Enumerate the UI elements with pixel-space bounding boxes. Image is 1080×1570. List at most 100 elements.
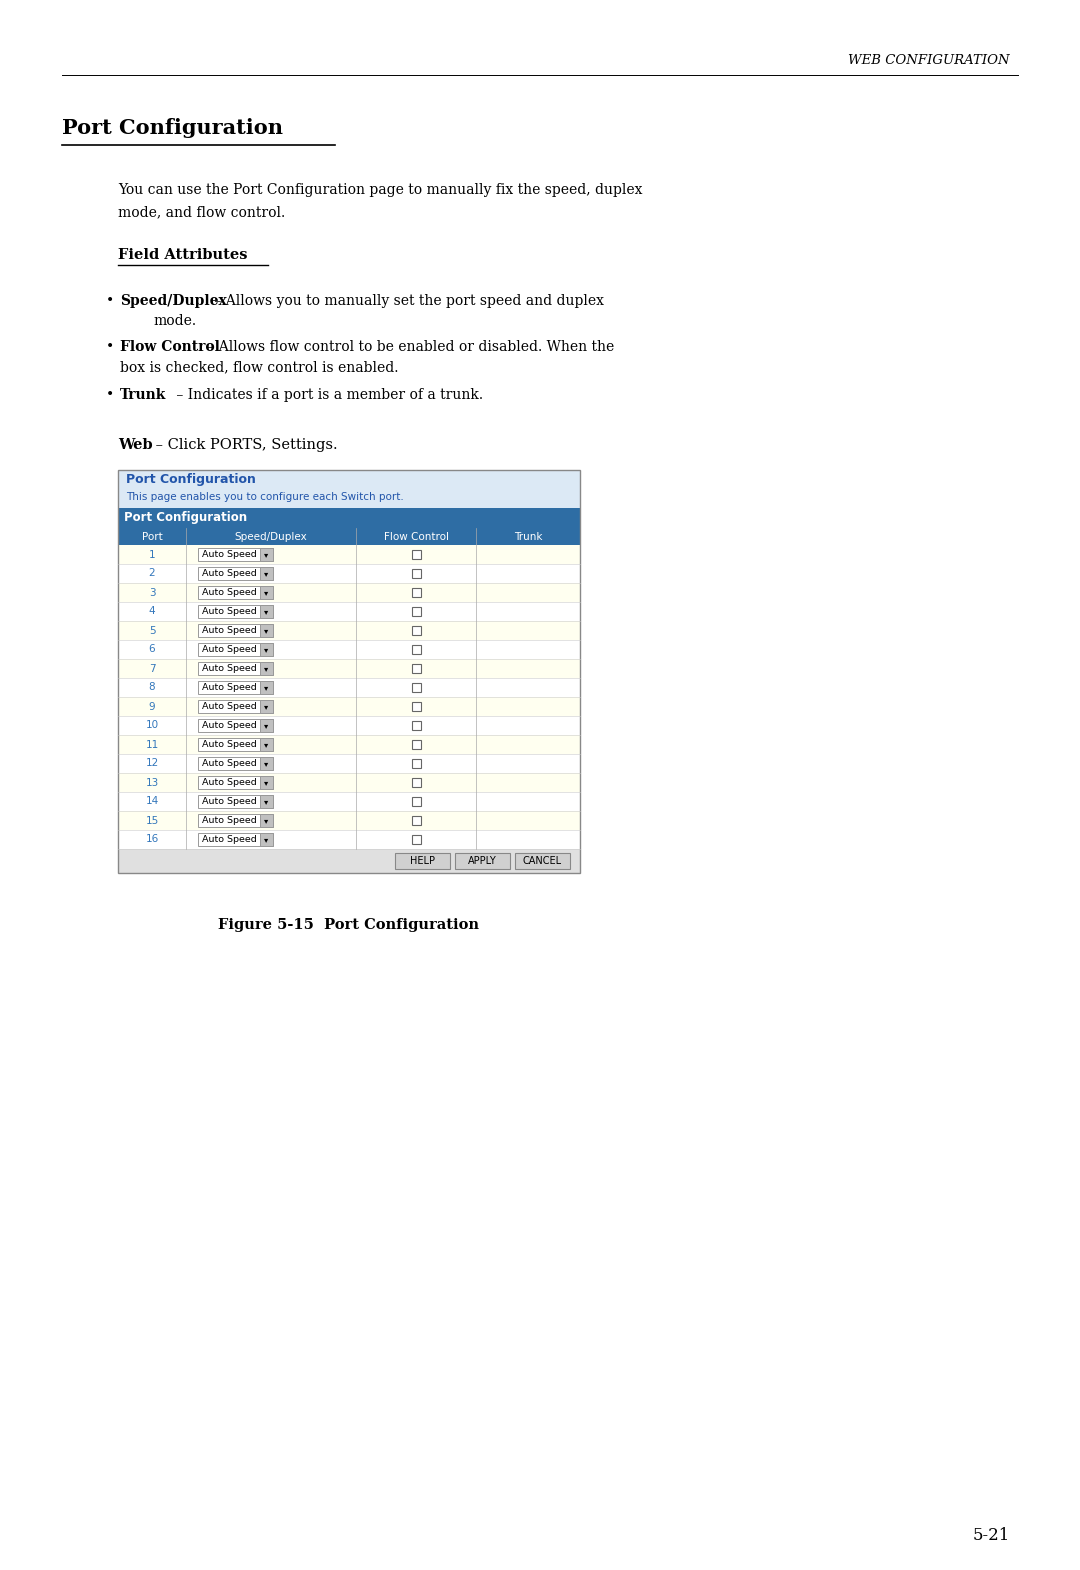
Bar	[118, 678, 580, 697]
Bar	[198, 604, 273, 619]
Text: Field Attributes: Field Attributes	[118, 248, 247, 262]
Text: Auto Speed: Auto Speed	[202, 721, 257, 730]
Text: – Allows flow control to be enabled or disabled. When the: – Allows flow control to be enabled or d…	[203, 341, 615, 353]
Text: Auto Speed: Auto Speed	[202, 816, 257, 824]
Text: mode.: mode.	[153, 314, 197, 328]
Text: ▾: ▾	[265, 608, 269, 615]
Text: Flow Control: Flow Control	[120, 341, 220, 353]
Bar	[198, 586, 273, 600]
Text: Web: Web	[118, 438, 152, 452]
Bar	[411, 626, 420, 634]
Text: 14: 14	[146, 796, 159, 807]
Text: CANCEL: CANCEL	[523, 856, 562, 867]
Text: 11: 11	[146, 739, 159, 749]
Bar	[198, 776, 273, 790]
Text: ▾: ▾	[265, 798, 269, 805]
Bar	[198, 834, 273, 846]
Text: HELP: HELP	[410, 856, 435, 867]
Bar	[411, 798, 420, 805]
Text: Speed/Duplex: Speed/Duplex	[234, 532, 308, 542]
Bar	[515, 853, 570, 870]
Bar	[411, 779, 420, 787]
Bar	[260, 719, 273, 732]
Text: 12: 12	[146, 758, 159, 768]
Bar	[411, 721, 420, 730]
Bar	[118, 754, 580, 772]
Bar	[260, 623, 273, 637]
Bar	[118, 849, 580, 873]
Bar	[260, 548, 273, 560]
Text: Port Configuration: Port Configuration	[62, 118, 283, 138]
Text: 16: 16	[146, 835, 159, 845]
Text: Flow Control: Flow Control	[383, 532, 448, 542]
Bar	[260, 604, 273, 619]
Text: ▾: ▾	[265, 683, 269, 692]
Text: 6: 6	[149, 645, 156, 655]
Text: Auto Speed: Auto Speed	[202, 608, 257, 615]
Text: ▾: ▾	[265, 645, 269, 655]
Bar	[118, 469, 580, 873]
Bar	[260, 586, 273, 600]
Bar	[198, 700, 273, 713]
Text: Auto Speed: Auto Speed	[202, 645, 257, 655]
Bar	[118, 509, 580, 528]
Text: 3: 3	[149, 587, 156, 598]
Text: Auto Speed: Auto Speed	[202, 626, 257, 634]
Bar	[411, 816, 420, 824]
Text: ▾: ▾	[265, 721, 269, 730]
Text: ▾: ▾	[265, 664, 269, 674]
Text: This page enables you to configure each Switch port.: This page enables you to configure each …	[126, 491, 404, 502]
Bar	[260, 776, 273, 790]
Text: 2: 2	[149, 568, 156, 578]
Text: Port Configuration: Port Configuration	[124, 512, 247, 524]
Bar	[118, 545, 580, 564]
Text: Auto Speed: Auto Speed	[202, 568, 257, 578]
Bar	[198, 794, 273, 809]
Bar	[411, 835, 420, 845]
Text: ▾: ▾	[265, 835, 269, 845]
Bar	[118, 601, 580, 622]
Text: •: •	[106, 294, 114, 308]
Bar	[411, 702, 420, 711]
Bar	[118, 564, 580, 582]
Text: Auto Speed: Auto Speed	[202, 683, 257, 692]
Text: ▾: ▾	[265, 702, 269, 711]
Bar	[260, 757, 273, 769]
Bar	[118, 659, 580, 678]
Text: mode, and flow control.: mode, and flow control.	[118, 206, 285, 218]
Bar	[118, 622, 580, 641]
Bar	[118, 469, 580, 509]
Text: box is checked, flow control is enabled.: box is checked, flow control is enabled.	[120, 360, 399, 374]
Bar	[118, 716, 580, 735]
Bar	[198, 567, 273, 579]
Text: APPLY: APPLY	[468, 856, 497, 867]
Bar	[118, 582, 580, 601]
Text: ▾: ▾	[265, 816, 269, 824]
Text: 5: 5	[149, 625, 156, 636]
Text: ▾: ▾	[265, 758, 269, 768]
Bar	[118, 831, 580, 849]
Bar	[260, 567, 273, 579]
Text: Trunk: Trunk	[120, 388, 166, 402]
Bar	[260, 794, 273, 809]
Text: •: •	[106, 388, 114, 402]
Text: – Allows you to manually set the port speed and duplex: – Allows you to manually set the port sp…	[210, 294, 604, 308]
Text: 8: 8	[149, 683, 156, 692]
Text: Port: Port	[141, 532, 162, 542]
Text: Trunk: Trunk	[514, 532, 542, 542]
Text: – Click PORTS, Settings.: – Click PORTS, Settings.	[151, 438, 338, 452]
Text: ▾: ▾	[265, 779, 269, 787]
Bar	[411, 739, 420, 749]
Text: You can use the Port Configuration page to manually fix the speed, duplex: You can use the Port Configuration page …	[118, 184, 643, 196]
Text: 1: 1	[149, 550, 156, 559]
Bar	[455, 853, 510, 870]
Bar	[118, 791, 580, 812]
Text: ▾: ▾	[265, 739, 269, 749]
Bar	[411, 589, 420, 597]
Text: 10: 10	[146, 721, 159, 730]
Text: 7: 7	[149, 664, 156, 674]
Text: ▾: ▾	[265, 550, 269, 559]
Text: 4: 4	[149, 606, 156, 617]
Bar	[411, 758, 420, 768]
Text: Figure 5-15  Port Configuration: Figure 5-15 Port Configuration	[218, 918, 480, 933]
